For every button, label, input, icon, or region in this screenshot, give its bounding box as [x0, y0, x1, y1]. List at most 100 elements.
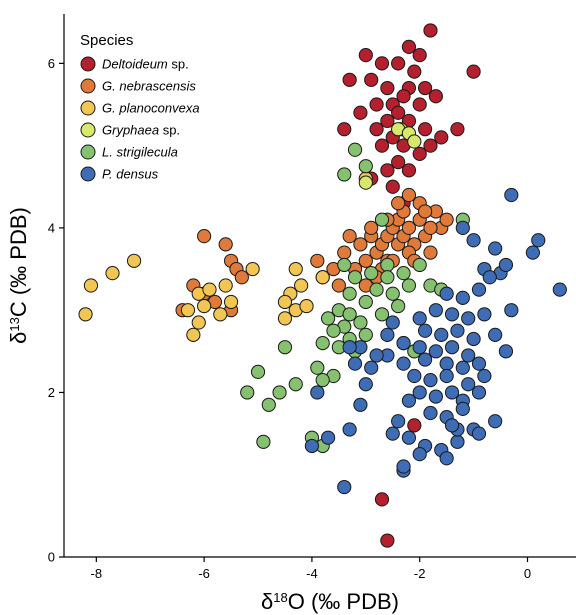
point-g-nebrascensis — [439, 212, 454, 227]
point-deltoideum-sp — [423, 23, 438, 38]
point-deltoideum-sp — [412, 97, 427, 112]
point-l-strigilecula — [315, 335, 330, 351]
legend-title: Species — [80, 32, 133, 49]
point-p-densus — [320, 430, 336, 445]
point-l-strigilecula — [380, 270, 395, 285]
point-p-densus — [396, 335, 411, 351]
point-g-nebrascensis — [337, 245, 352, 260]
point-p-densus — [412, 311, 427, 326]
y-tick-label: 6 — [48, 56, 55, 71]
legend-label-italic: L. strigilecula — [102, 145, 178, 160]
point-g-planoconvexa — [299, 298, 314, 314]
point-l-strigilecula — [288, 377, 303, 392]
point-g-planoconvexa — [180, 303, 196, 318]
point-p-densus — [498, 257, 514, 273]
point-p-densus — [461, 348, 476, 363]
point-deltoideum-sp — [450, 122, 465, 137]
point-g-planoconvexa — [78, 307, 93, 322]
point-p-densus — [455, 220, 470, 236]
point-deltoideum-sp — [374, 138, 390, 153]
point-g-nebrascensis — [353, 237, 368, 252]
point-g-nebrascensis — [197, 229, 212, 244]
point-g-nebrascensis — [310, 253, 325, 268]
point-l-strigilecula — [374, 212, 390, 227]
legend-marker-g-nebrascensis — [80, 78, 96, 94]
point-l-strigilecula — [401, 278, 417, 293]
legend: Species Deltoideum sp. G. nebrascensis G. … — [80, 32, 200, 182]
point-p-densus — [471, 426, 487, 441]
point-deltoideum-sp — [369, 122, 384, 137]
point-p-densus — [380, 327, 395, 342]
point-p-densus — [471, 356, 487, 371]
point-g-nebrascensis — [234, 270, 249, 285]
point-p-densus — [444, 340, 460, 355]
y-axis-label-text: C (‰ PDB) — [6, 207, 31, 317]
point-l-strigilecula — [326, 323, 341, 338]
x-tick-label: -4 — [306, 566, 318, 581]
point-l-strigilecula — [364, 266, 379, 281]
data-points — [78, 23, 567, 548]
point-deltoideum-sp — [364, 72, 379, 87]
point-deltoideum-sp — [428, 89, 443, 104]
x-axis-label: δ18O (‰ PDB) — [261, 589, 399, 614]
point-p-densus — [428, 389, 443, 404]
point-g-planoconvexa — [197, 298, 212, 314]
point-p-densus — [423, 373, 438, 388]
point-g-planoconvexa — [294, 278, 309, 293]
legend-label-g-nebrascensis: G. nebrascensis — [102, 79, 196, 94]
point-g-planoconvexa — [186, 327, 201, 342]
point-p-densus — [488, 241, 503, 256]
y-axis-label-symbol: δ — [6, 332, 31, 344]
point-g-planoconvexa — [277, 311, 293, 326]
point-p-densus — [488, 327, 503, 342]
x-axis-label-text: O (‰ PDB) — [288, 589, 399, 614]
point-deltoideum-sp — [374, 56, 390, 71]
point-p-densus — [412, 385, 427, 400]
legend-label-deltoideum-sp: Deltoideum sp. — [102, 57, 189, 72]
point-p-densus — [439, 368, 454, 384]
point-deltoideum-sp — [337, 122, 352, 137]
legend-marker-g-planoconvexa — [80, 100, 96, 116]
point-deltoideum-sp — [380, 533, 395, 548]
point-l-strigilecula — [337, 257, 352, 273]
point-p-densus — [369, 348, 384, 363]
point-p-densus — [455, 290, 470, 305]
point-p-densus — [342, 422, 357, 437]
point-p-densus — [358, 377, 373, 392]
legend-label-l-strigilecula: L. strigilecula — [102, 145, 178, 160]
point-p-densus — [412, 340, 427, 355]
point-g-nebrascensis — [417, 204, 433, 219]
point-p-densus — [461, 311, 476, 326]
point-p-densus — [401, 430, 417, 445]
y-tick-label: 0 — [48, 550, 55, 565]
point-l-strigilecula — [347, 142, 363, 157]
legend-label-italic: Deltoideum — [102, 57, 168, 72]
point-deltoideum-sp — [417, 80, 433, 96]
point-l-strigilecula — [347, 270, 363, 285]
point-g-nebrascensis — [331, 278, 346, 293]
point-deltoideum-sp — [466, 64, 481, 79]
point-deltoideum-sp — [391, 105, 406, 120]
point-p-densus — [504, 187, 519, 203]
point-l-strigilecula — [310, 360, 325, 375]
legend-marker-gryphaea-sp — [80, 122, 96, 138]
legend-label-italic: G. planoconvexa — [102, 101, 200, 116]
point-l-strigilecula — [391, 298, 406, 314]
point-l-strigilecula — [358, 159, 373, 174]
x-axis-label-superscript: 18 — [273, 590, 287, 605]
point-p-densus — [552, 282, 567, 297]
point-deltoideum-sp — [391, 56, 406, 71]
legend-marker-deltoideum-sp — [80, 56, 96, 72]
point-p-densus — [417, 323, 433, 338]
point-deltoideum-sp — [369, 97, 384, 112]
point-p-densus — [471, 385, 487, 400]
point-p-densus — [466, 233, 481, 248]
point-l-strigilecula — [385, 286, 400, 301]
x-axis-ticks: -8 -6 -4 -2 0 — [91, 557, 531, 581]
point-p-densus — [401, 393, 417, 408]
point-l-strigilecula — [374, 307, 390, 322]
point-p-densus — [385, 426, 400, 441]
y-axis-label-superscript: 13 — [7, 317, 22, 331]
point-p-densus — [439, 286, 454, 301]
